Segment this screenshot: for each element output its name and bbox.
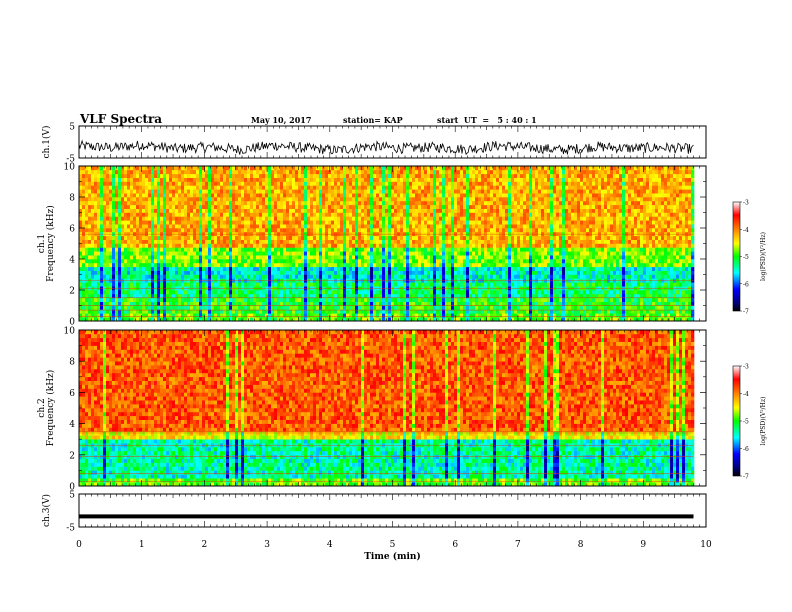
colorbar-tick-label: -3	[743, 200, 749, 207]
y-axis-label: ch.1	[37, 234, 47, 253]
figure-station: station= KAP	[343, 115, 403, 125]
y-tick-label: 6	[69, 389, 75, 399]
colorbar-tick-label: -6	[743, 281, 749, 288]
y-tick-label: 10	[64, 163, 76, 173]
x-tick-label: 1	[139, 540, 145, 550]
colorbar-tick-label: -5	[743, 419, 749, 426]
spectrogram-2	[79, 330, 695, 487]
x-tick-label: 4	[327, 540, 333, 550]
colorbar-label: log(PSD)(V²/Hz)	[760, 232, 767, 281]
colorbar	[732, 365, 741, 477]
y-tick-label: -5	[66, 524, 75, 534]
colorbar-tick-label: -5	[743, 254, 749, 261]
colorbar-tick-label: -3	[743, 364, 749, 371]
x-tick-label: 10	[700, 540, 712, 550]
ch1-waveform-line	[78, 139, 694, 156]
y-tick-label: 5	[69, 123, 75, 133]
colorbar-label: log(PSD)(V²/Hz)	[760, 397, 767, 446]
y-tick-label: 0	[69, 483, 75, 493]
colorbar-tick-label: -4	[743, 391, 749, 398]
x-tick-label: 3	[264, 540, 270, 550]
x-tick-label: 8	[578, 540, 584, 550]
y-tick-label: 4	[69, 256, 75, 266]
colorbar-tick-label: -6	[743, 446, 749, 453]
x-tick-label: 7	[515, 540, 521, 550]
y-tick-label: 5	[69, 491, 75, 501]
y-tick-label: 8	[69, 358, 75, 368]
y-tick-label: 4	[69, 420, 75, 430]
ch3-waveform-line	[79, 514, 694, 519]
spectrogram-1	[79, 166, 695, 322]
y-tick-label: 10	[64, 327, 76, 337]
y-tick-label: 0	[69, 318, 75, 328]
y-tick-label: 2	[69, 287, 75, 297]
x-tick-label: 0	[76, 540, 82, 550]
y-axis-label: ch.2	[37, 398, 47, 417]
x-axis-label: Time (min)	[364, 551, 421, 562]
figure-title: VLF Spectra	[80, 112, 163, 126]
x-tick-label: 5	[390, 540, 396, 550]
y-axis-label: ch.1(V)	[41, 126, 52, 159]
x-tick-label: 6	[452, 540, 458, 550]
colorbar-tick-label: -4	[743, 227, 749, 234]
y-tick-label: 8	[69, 194, 75, 204]
figure-start-time: start UT = 5 : 40 : 1	[437, 115, 537, 125]
x-tick-label: 2	[202, 540, 208, 550]
y-tick-label: 6	[69, 225, 75, 235]
colorbar-tick-label: -7	[743, 474, 749, 481]
y-axis-label: Frequency (kHz)	[45, 370, 56, 447]
y-tick-label: -5	[66, 155, 75, 165]
colorbar	[732, 201, 741, 312]
y-tick-label: 2	[69, 451, 75, 461]
colorbar-tick-label: -7	[743, 309, 749, 316]
x-tick-label: 9	[640, 540, 646, 550]
figure-date: May 10, 2017	[251, 115, 312, 125]
y-axis-label: Frequency (kHz)	[45, 205, 56, 282]
y-axis-label: ch.3(V)	[41, 494, 52, 527]
